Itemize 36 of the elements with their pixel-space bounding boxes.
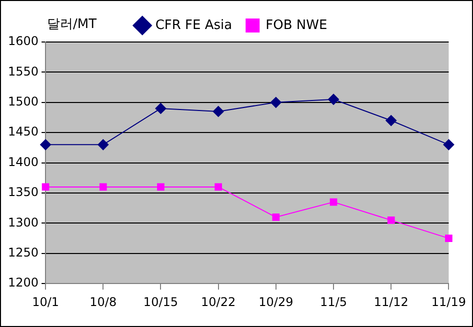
point [157,183,164,191]
y-tick-label: 1350 [8,185,39,200]
point [155,102,166,114]
point [386,115,397,126]
y-tick-label: 1600 [8,34,39,48]
point [443,139,454,150]
x-tick-label: 10/22 [201,294,236,309]
point [270,96,282,108]
y-tick-label: 1300 [8,215,39,230]
y-tick-label: 1400 [8,154,39,169]
point [98,139,109,150]
y-tick-label: 1200 [8,276,39,290]
point [214,183,222,191]
legend-label: CFR FE Asia [155,18,232,33]
y-tick-label: 1500 [8,94,39,109]
x-tick-label: 10/15 [143,294,178,309]
y-tick-label: 1250 [8,246,39,260]
point [99,183,107,191]
x-tick-label: 10/29 [258,294,294,309]
x-tick-label: 10/8 [90,294,117,309]
y-tick-label: 1450 [8,124,39,139]
x-tick-label: 11/19 [431,294,466,309]
x-tick-label: 11/5 [320,294,347,309]
point [445,234,452,242]
y-axis-title: 달러/MT [47,16,97,33]
x-tick-label: 10/1 [32,294,60,309]
point [330,198,338,206]
point [40,139,52,150]
point [387,216,395,224]
point [272,213,280,221]
x-tick-label: 11/12 [374,294,408,309]
legend-label: FOB NWE [266,18,328,33]
point [42,183,50,191]
point [328,94,340,105]
point [212,106,224,117]
y-tick-label: 1550 [8,64,39,78]
